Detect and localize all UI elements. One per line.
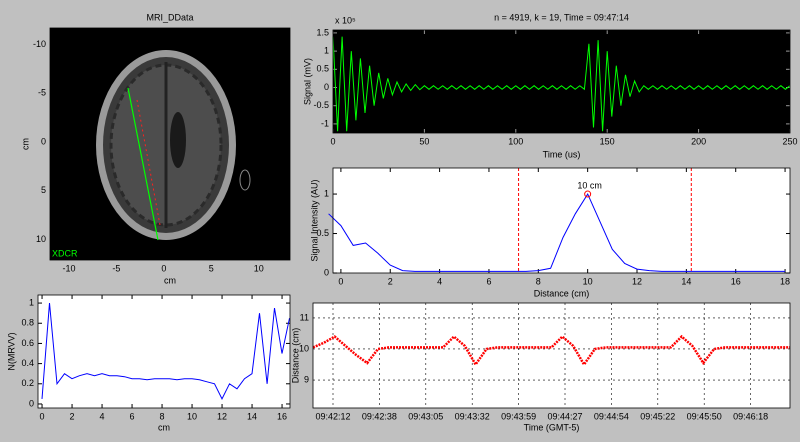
transducer-line <box>127 87 159 241</box>
x-tick-label: 6 <box>486 276 491 286</box>
x-tick-label: 12 <box>632 276 642 286</box>
plot-background <box>38 295 290 408</box>
x-tick-label: 2 <box>70 411 75 421</box>
y-tick-label: 0.2 <box>21 378 34 388</box>
x-tick-label: 16 <box>731 276 741 286</box>
y-tick-label: 1.5 <box>316 27 329 37</box>
x-tick-label: 0 <box>161 263 166 273</box>
y-tick-label: -10 <box>33 39 46 49</box>
y-axis-label: Signal (mV) <box>302 58 312 105</box>
y-tick-label: 9 <box>304 374 309 384</box>
x-tick-label: 14 <box>247 411 257 421</box>
x-tick-label: 09:43:32 <box>455 411 490 421</box>
y-axis-label: cm <box>20 138 30 150</box>
y-tick-label: -0.5 <box>313 100 329 110</box>
x-tick-label: 09:43:05 <box>408 411 443 421</box>
y-axis-label: N(MRVV) <box>6 332 16 370</box>
x-tick-label: 0 <box>338 276 343 286</box>
x-tick-label: 0 <box>330 136 335 146</box>
y-tick-label: 11 <box>300 312 309 322</box>
y-axis-label: Signal Intensity (AU) <box>309 179 319 261</box>
y-axis-label: Distance (cm) <box>290 328 300 384</box>
y-tick-label: 0.8 <box>21 318 34 328</box>
x-tick-label: 200 <box>691 136 706 146</box>
x-tick-label: 09:46:18 <box>733 411 768 421</box>
x-tick-label: 09:44:54 <box>594 411 629 421</box>
ear <box>239 169 251 191</box>
x-tick-label: 10 <box>583 276 593 286</box>
xdcr-label: XDCR <box>52 248 78 258</box>
data-line <box>41 303 290 401</box>
x-tick-label: 10 <box>187 411 197 421</box>
data-line <box>328 193 786 272</box>
y-tick-label: 0 <box>324 82 329 92</box>
x-axis-label: Time (GMT-5) <box>524 422 580 432</box>
peak-marker <box>584 190 592 198</box>
x-tick-label: 2 <box>388 276 393 286</box>
x-tick-label: 8 <box>536 276 541 286</box>
y-tick-label: 1 <box>29 297 34 307</box>
x-axis-label: cm <box>164 275 176 285</box>
x-tick-label: 250 <box>782 136 797 146</box>
mri-image: XDCR <box>50 28 290 260</box>
y-tick-label: 0.5 <box>316 64 329 74</box>
x-tick-label: 8 <box>160 411 165 421</box>
x-tick-label: 10 <box>254 263 264 273</box>
x-tick-label: 50 <box>419 136 429 146</box>
path-line <box>136 99 161 226</box>
data-line <box>332 36 791 132</box>
y-tick-label: 1 <box>324 188 329 198</box>
ventricle <box>170 112 186 168</box>
x-tick-label: 0 <box>40 411 45 421</box>
y-tick-label: 0 <box>41 136 46 146</box>
y-tick-label: 1 <box>324 45 329 55</box>
x-tick-label: 16 <box>277 411 287 421</box>
x-tick-label: 18 <box>780 276 790 286</box>
x-tick-label: 6 <box>130 411 135 421</box>
y-tick-label: 0.6 <box>21 338 34 348</box>
y-tick-label: 5 <box>41 185 46 195</box>
x-tick-label: 4 <box>437 276 442 286</box>
x-axis-label: cm <box>158 422 170 432</box>
y-tick-label: 0.4 <box>21 358 34 368</box>
x-tick-label: 150 <box>600 136 615 146</box>
x-tick-label: 09:44:27 <box>547 411 582 421</box>
x-tick-label: -5 <box>112 263 120 273</box>
x-tick-label: 100 <box>508 136 523 146</box>
plot-frame <box>37 294 291 409</box>
x-axis-label: Time (us) <box>543 149 581 159</box>
y-tick-label: 0.5 <box>316 228 329 238</box>
x-tick-label: 14 <box>681 276 691 286</box>
plot-frame <box>332 29 791 134</box>
y-tick-label: -5 <box>38 88 46 98</box>
plot-background <box>333 168 790 273</box>
x-tick-label: 09:45:50 <box>687 411 722 421</box>
x-axis-label: Distance (cm) <box>534 288 590 298</box>
y-tick-label: 0 <box>324 267 329 277</box>
y-tick-label: -1 <box>321 118 329 128</box>
y-tick-label: 10 <box>36 234 46 244</box>
x-tick-label: 12 <box>217 411 227 421</box>
plot-background <box>333 30 790 133</box>
x-tick-label: 09:45:22 <box>640 411 675 421</box>
plot-background <box>313 303 790 408</box>
x-tick-label: 09:42:12 <box>315 411 350 421</box>
peak-label: 10 cm <box>577 180 602 190</box>
y-tick-label: 10 <box>299 343 309 353</box>
chart-title: n = 4919, k = 19, Time = 09:47:14 <box>494 12 629 22</box>
x-tick-label: 4 <box>100 411 105 421</box>
y-multiplier: x 10⁵ <box>335 15 356 25</box>
plot-frame <box>312 302 791 409</box>
x-tick-label: 09:42:38 <box>362 411 397 421</box>
x-tick-label: 09:43:59 <box>501 411 536 421</box>
x-tick-label: -10 <box>62 263 75 273</box>
x-tick-label: 5 <box>209 263 214 273</box>
y-tick-label: 0 <box>29 398 34 408</box>
plot-frame <box>49 27 291 261</box>
chart-title: MRI_DData <box>146 12 193 22</box>
plot-frame <box>332 167 791 274</box>
